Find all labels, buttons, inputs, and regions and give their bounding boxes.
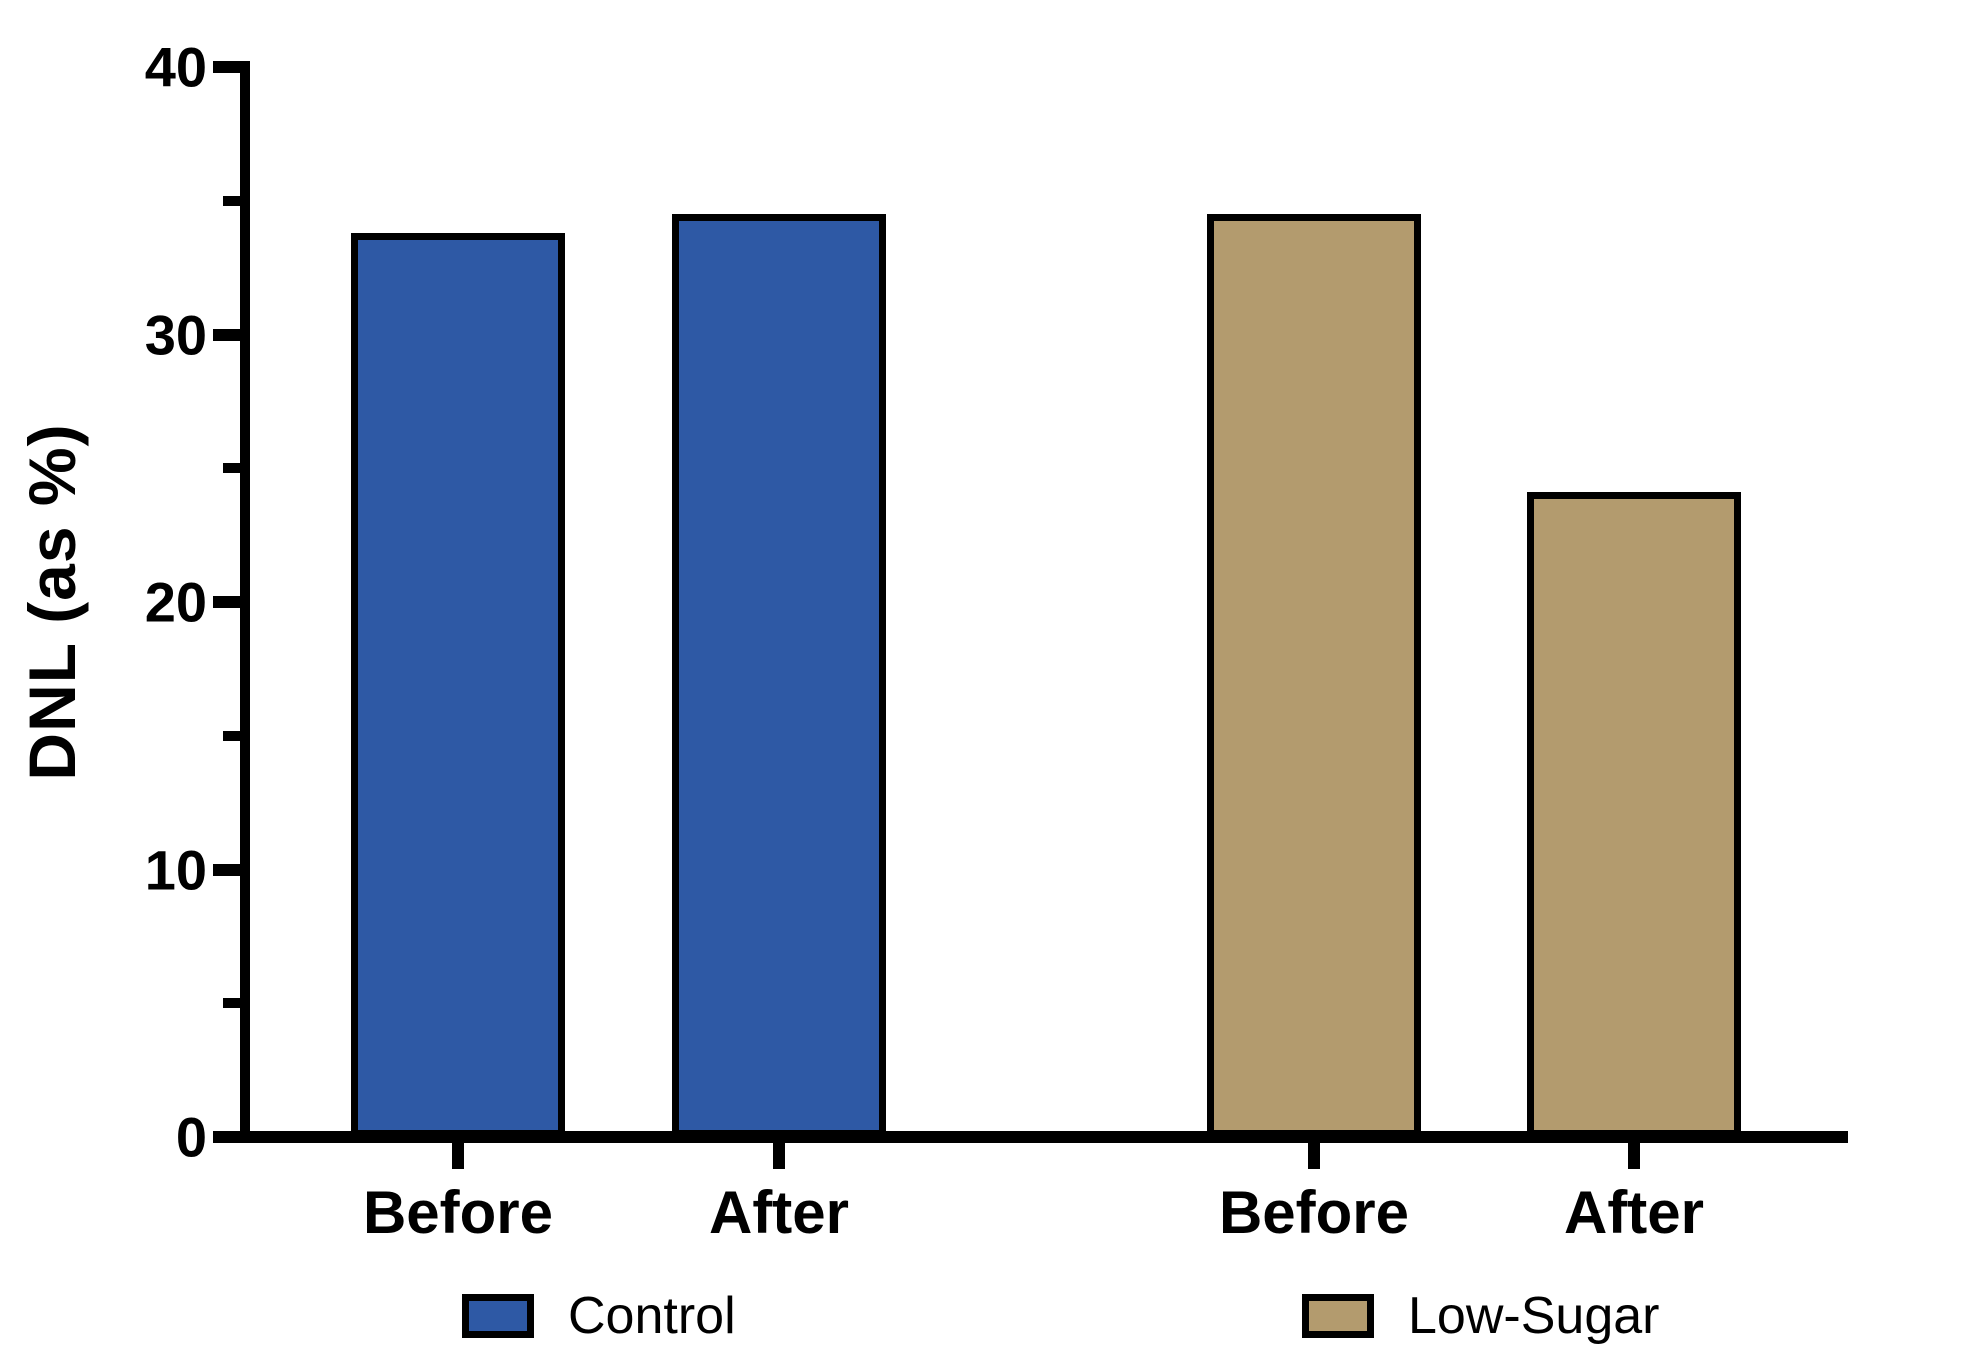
x-category-label-control-before: Before — [362, 1179, 554, 1246]
y-major-tick-20 — [213, 596, 250, 608]
x-axis-spine — [240, 1131, 1848, 1143]
y-minor-tick-25 — [223, 463, 250, 474]
y-major-tick-0 — [213, 1131, 250, 1143]
y-tick-label-30: 30 — [144, 303, 207, 366]
y-minor-tick-15 — [223, 730, 250, 741]
y-minor-tick-5 — [223, 998, 250, 1009]
x-tick-0 — [452, 1143, 464, 1169]
bar-control-after — [672, 214, 886, 1137]
x-tick-3 — [1628, 1143, 1640, 1169]
x-category-label-low-sugar-after: After — [1563, 1179, 1705, 1246]
bar-low-sugar-after — [1527, 492, 1741, 1137]
legend-label-low-sugar: Low-Sugar — [1408, 1287, 1660, 1345]
x-category-label-control-after: After — [708, 1179, 850, 1246]
x-tick-2 — [1308, 1143, 1320, 1169]
legend-item-low-sugar: Low-Sugar — [1302, 1287, 1659, 1345]
y-major-tick-10 — [213, 863, 250, 876]
y-minor-tick-35 — [223, 195, 250, 206]
x-tick-1 — [773, 1143, 785, 1169]
bar-control-before — [351, 232, 565, 1137]
legend-label-control: Control — [568, 1287, 736, 1345]
y-tick-label-0: 0 — [175, 1105, 207, 1169]
bar-low-sugar-before — [1207, 214, 1421, 1137]
legend-swatch-control — [462, 1294, 534, 1338]
x-category-label-low-sugar-before: Before — [1218, 1179, 1410, 1246]
y-tick-label-20: 20 — [144, 570, 207, 634]
y-tick-label-40: 40 — [144, 35, 207, 99]
y-major-tick-40 — [213, 61, 250, 73]
y-axis-title: DNL (as %) — [15, 423, 89, 781]
legend-item-control: Control — [462, 1287, 736, 1345]
legend-swatch-low-sugar — [1302, 1294, 1374, 1338]
y-tick-label-10: 10 — [144, 838, 207, 901]
y-major-tick-30 — [213, 328, 250, 341]
